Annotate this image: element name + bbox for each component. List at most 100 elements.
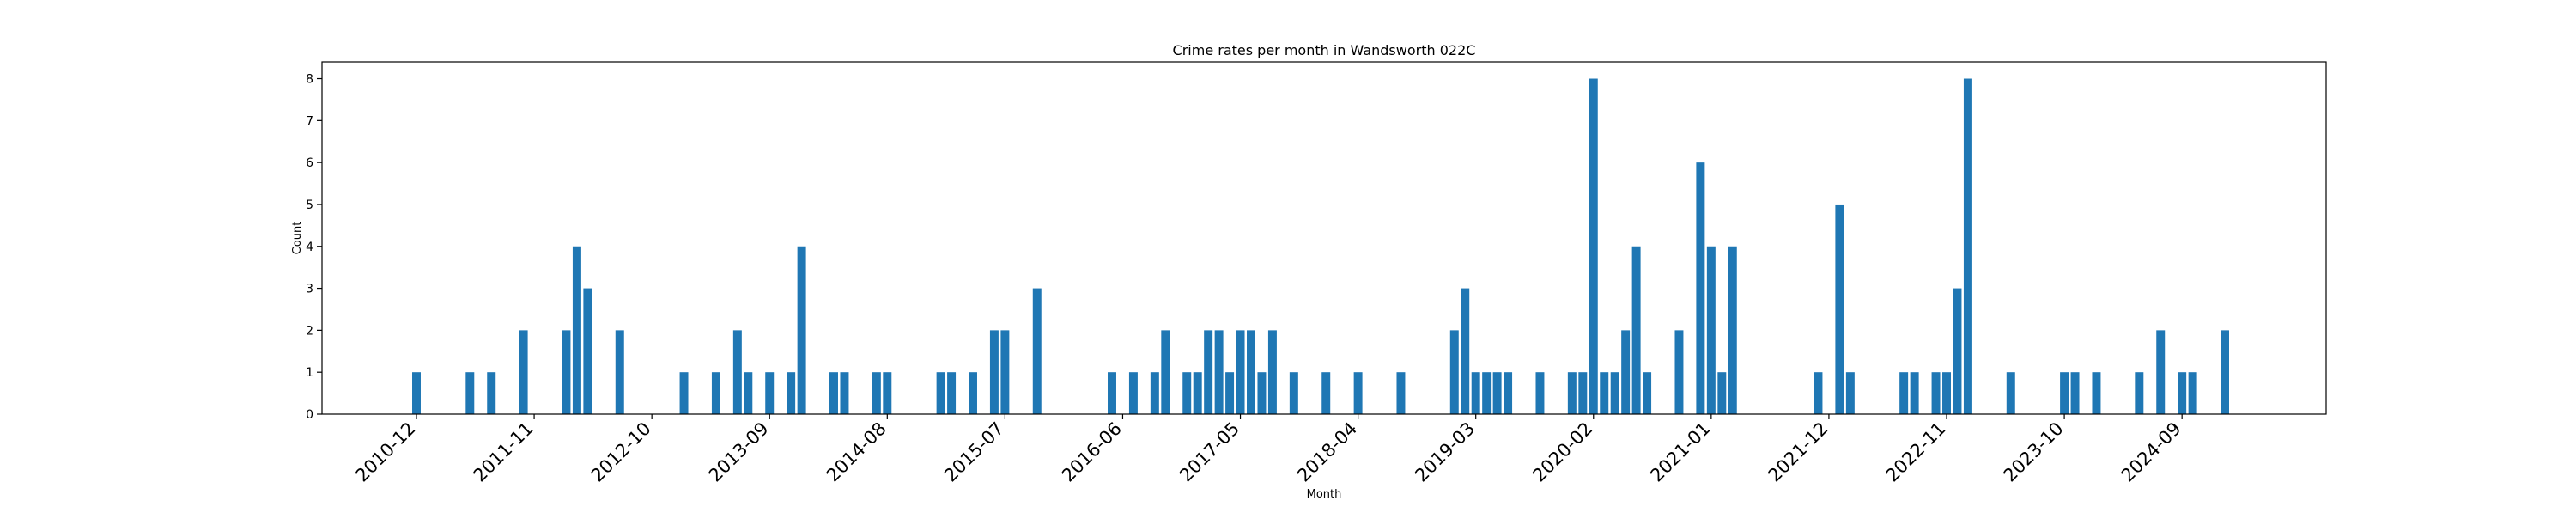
bar (1471, 372, 1480, 414)
bar (797, 246, 806, 414)
x-tick-label: 2011-11 (470, 418, 538, 486)
y-axis-label: Count (291, 222, 304, 255)
bar (1182, 372, 1192, 414)
y-tick-label: 4 (306, 241, 313, 254)
bar (1204, 330, 1213, 414)
bar (1289, 372, 1298, 414)
x-tick-label: 2024-09 (2117, 418, 2185, 486)
x-axis-label: Month (1307, 488, 1342, 501)
bar (1449, 330, 1459, 414)
x-tick-label: 2023-10 (2000, 418, 2068, 486)
bar (1696, 162, 1705, 414)
bar (1610, 372, 1619, 414)
x-tick-label: 2022-11 (1882, 418, 1950, 486)
bar (2178, 372, 2187, 414)
x-tick-label: 2015-07 (940, 418, 1008, 486)
bar (2092, 372, 2101, 414)
bar (1150, 372, 1159, 414)
chart-title: Crime rates per month in Wandsworth 022C (1173, 42, 1476, 58)
bar (969, 372, 977, 414)
bar (711, 372, 720, 414)
bar (1032, 288, 1042, 414)
bar (1504, 372, 1513, 414)
bar (2188, 372, 2197, 414)
bar (2221, 330, 2229, 414)
bar (2006, 372, 2015, 414)
bar (765, 372, 775, 414)
bar (1717, 372, 1727, 414)
bar (1128, 372, 1138, 414)
y-tick-label: 0 (306, 408, 313, 422)
bar (1193, 372, 1202, 414)
bar (1236, 330, 1245, 414)
bar (872, 372, 881, 414)
x-tick-label: 2012-10 (587, 418, 655, 486)
bar (1674, 330, 1684, 414)
bar (1963, 78, 1972, 415)
x-tick-label: 2020-02 (1528, 418, 1596, 486)
bar (487, 372, 496, 414)
bars-group (412, 78, 2229, 415)
y-tick-label: 6 (306, 156, 313, 170)
bar (519, 330, 528, 414)
y-axis: 0 1 2 3 4 5 6 7 8 (306, 73, 322, 422)
y-tick-label: 7 (306, 114, 313, 128)
bar (1214, 330, 1224, 414)
bar (989, 330, 999, 414)
bar (1899, 372, 1909, 414)
bar (936, 372, 945, 414)
bar (2070, 372, 2080, 414)
y-tick-label: 2 (306, 324, 313, 338)
x-tick-label: 2019-03 (1411, 418, 1479, 486)
bar (1835, 204, 1844, 414)
bar (1621, 330, 1631, 414)
bar (840, 372, 849, 414)
bar (1161, 330, 1170, 414)
bar (947, 372, 957, 414)
y-tick-label: 8 (306, 73, 313, 87)
bar (1600, 372, 1609, 414)
bar (412, 372, 421, 414)
bar (1814, 372, 1823, 414)
bar (1942, 372, 1951, 414)
bar (1631, 246, 1641, 414)
bar (787, 372, 796, 414)
bar (1535, 372, 1545, 414)
bar (1567, 372, 1577, 414)
bar (1482, 372, 1492, 414)
x-tick-label: 2013-09 (705, 418, 773, 486)
bar (465, 372, 475, 414)
x-tick-label: 2018-04 (1293, 418, 1361, 486)
bar (1845, 372, 1855, 414)
x-tick-label: 2016-06 (1058, 418, 1126, 486)
bar (883, 372, 892, 414)
bar (1247, 330, 1255, 414)
bar (1931, 372, 1941, 414)
bar (1492, 372, 1502, 414)
bar (1461, 288, 1470, 414)
x-tick-label: 2021-01 (1646, 418, 1714, 486)
bar (1589, 78, 1598, 415)
x-tick-label: 2021-12 (1764, 418, 1832, 486)
y-tick-label: 5 (306, 198, 313, 212)
bar (1267, 330, 1277, 414)
bar (583, 288, 592, 414)
bar (2060, 372, 2069, 414)
bar (1953, 288, 1962, 414)
bar (1353, 372, 1363, 414)
x-tick-label: 2017-05 (1176, 418, 1243, 486)
bar (2156, 330, 2166, 414)
bar (1108, 372, 1116, 414)
bar (2135, 372, 2144, 414)
bar (1257, 372, 1267, 414)
x-tick-label: 2010-12 (352, 418, 420, 486)
bar (679, 372, 689, 414)
bar (1643, 372, 1652, 414)
bar (572, 246, 581, 414)
bar (1728, 246, 1737, 414)
x-tick-label: 2014-08 (823, 418, 890, 486)
y-tick-label: 3 (306, 283, 313, 296)
x-axis: 2010-12 2011-11 2012-10 2013-09 2014-08 2015-… (352, 414, 2185, 486)
bar (615, 330, 624, 414)
